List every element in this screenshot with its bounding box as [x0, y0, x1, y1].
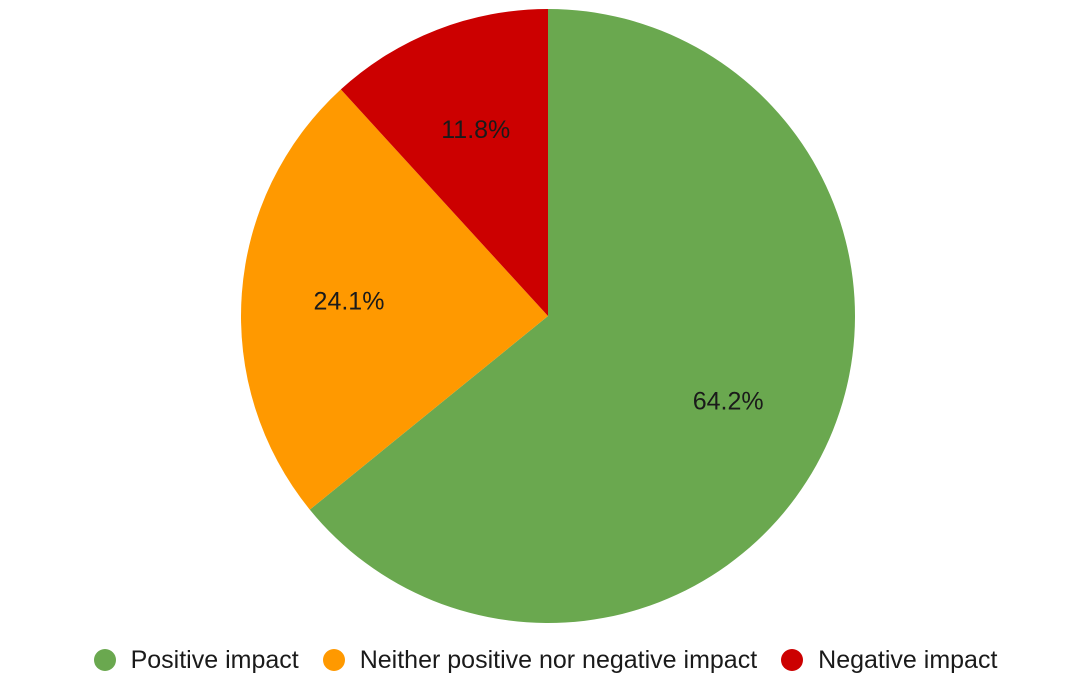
pie-slice-positive-impact: [309, 9, 856, 623]
legend-label-neither-impact: Neither positive nor negative impact: [359, 645, 758, 674]
legend-entry-negative-impact: Negative impact: [781, 646, 997, 675]
data-label-neither-impact: 24.1%: [314, 287, 385, 315]
pie-slices: [240, 9, 856, 623]
legend-label-negative-impact: Negative impact: [818, 645, 998, 674]
legend-label-positive-impact: Positive impact: [130, 645, 299, 674]
pie-slice-neither-impact: [240, 89, 548, 510]
pie-plot-area: 64.2% 24.1% 11.8%: [240, 9, 856, 623]
legend-entry-positive-impact: Positive impact: [93, 645, 299, 675]
legend-entry-neither-impact: Neither positive nor negative impact: [322, 645, 758, 675]
legend: Positive impact Neither positive nor neg…: [0, 640, 1091, 680]
pie-data-labels: 64.2% 24.1% 11.8%: [314, 116, 764, 416]
data-label-negative-impact: 11.8%: [441, 116, 510, 144]
data-label-positive-impact: 64.2%: [693, 388, 764, 416]
legend-swatch-negative-impact: [781, 649, 804, 671]
legend-swatch-neither-impact: [322, 649, 345, 671]
legend-swatch-positive-impact: [93, 649, 116, 671]
pie-slice-negative-impact: [340, 9, 548, 316]
